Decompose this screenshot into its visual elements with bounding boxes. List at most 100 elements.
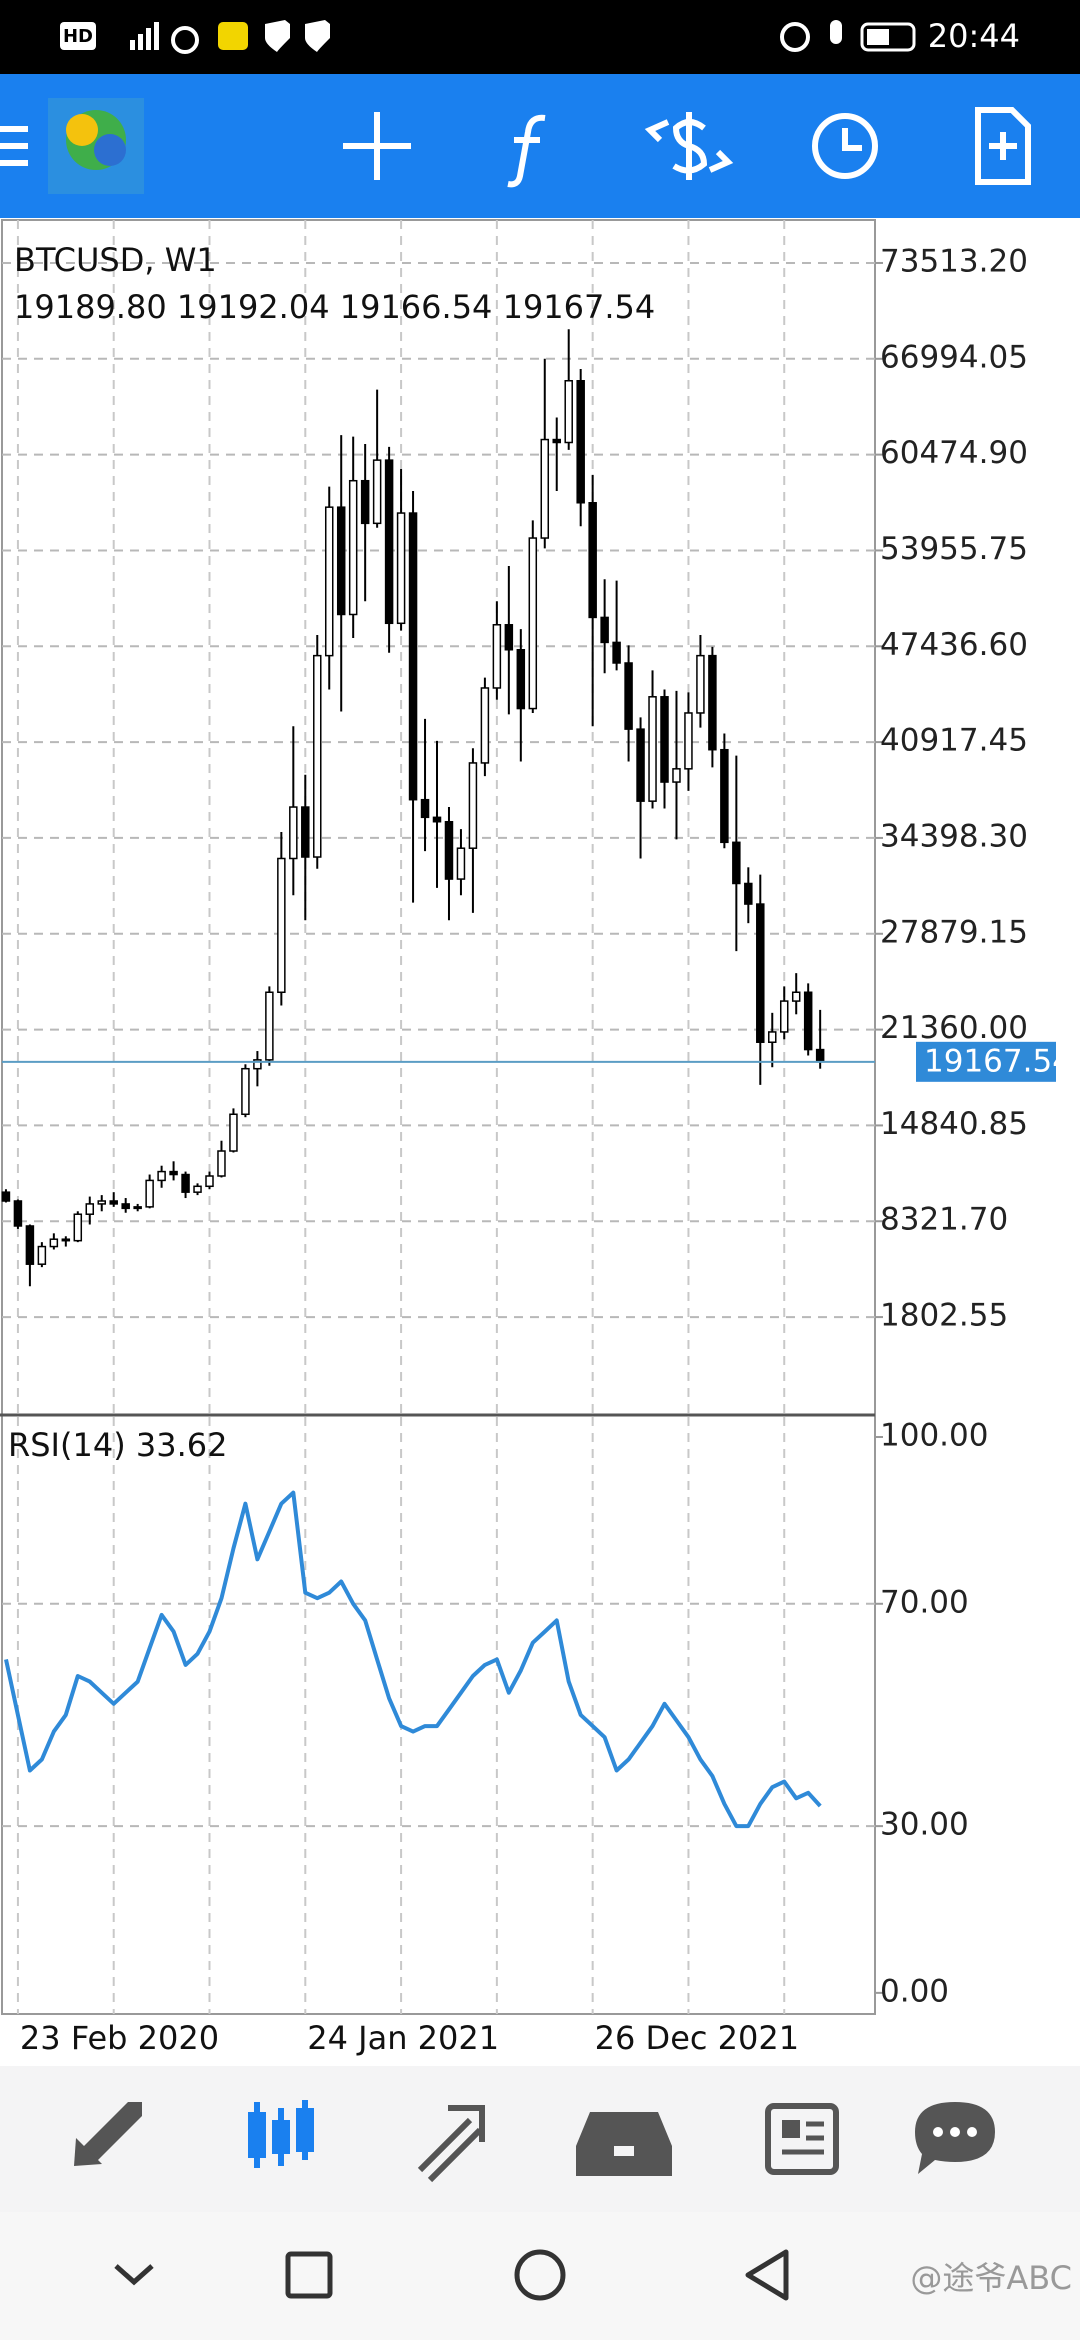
candle-body	[229, 1113, 238, 1152]
candle-body	[396, 512, 406, 625]
candle-body	[815, 1048, 825, 1063]
crosshair-button[interactable]	[343, 112, 411, 180]
y-tick-label: 0.00	[880, 1973, 949, 2009]
news-tab[interactable]	[765, 2103, 839, 2175]
candle-body	[648, 696, 657, 802]
candle-body	[779, 1000, 789, 1033]
network-label: HD	[63, 26, 93, 47]
candle-body	[313, 654, 322, 858]
candle-body	[277, 857, 286, 994]
candle-body	[552, 438, 561, 444]
candle-body	[480, 687, 490, 764]
app-logo[interactable]	[48, 98, 144, 194]
candle-body	[13, 1200, 23, 1227]
candle-body	[324, 506, 334, 657]
nav-home[interactable]	[514, 2249, 566, 2301]
mic-icon	[830, 20, 842, 44]
candle-body	[265, 991, 274, 1061]
candle-body	[121, 1203, 130, 1210]
candle-body	[660, 696, 669, 783]
chart-title: BTCUSD, W1	[14, 241, 217, 279]
chat-tab[interactable]	[915, 2102, 995, 2174]
candle-body	[708, 654, 717, 751]
candle-body	[744, 882, 753, 905]
app-icon	[218, 22, 248, 50]
x-tick-label: 26 Dec 2021	[595, 2019, 799, 2057]
y-tick-label: 53955.75	[880, 531, 1028, 567]
period-button[interactable]	[812, 113, 878, 179]
candle-body	[696, 654, 705, 714]
shield-icon	[265, 20, 290, 52]
candle-body	[253, 1059, 262, 1070]
candle-body	[289, 806, 298, 860]
candle-body	[516, 649, 526, 710]
y-tick-label: 1802.55	[880, 1298, 1008, 1334]
y-tick-label: 60474.90	[880, 435, 1028, 471]
candle-body	[49, 1238, 59, 1248]
candle-body	[636, 728, 645, 802]
candle-body	[97, 1200, 106, 1205]
hotspot-icon	[171, 26, 199, 54]
y-tick-label: 47436.60	[880, 627, 1028, 663]
alarm-icon	[780, 22, 810, 52]
nav-back[interactable]	[745, 2249, 789, 2301]
candle-body	[169, 1170, 178, 1176]
candle-body	[803, 991, 813, 1051]
y-tick-label: 21360.00	[880, 1010, 1028, 1046]
y-tick-label: 66994.05	[880, 339, 1028, 375]
candle-body	[73, 1213, 83, 1242]
indicator-title: RSI(14) 33.62	[8, 1426, 227, 1464]
menu-button[interactable]	[0, 126, 28, 166]
nav-down[interactable]	[114, 2264, 154, 2286]
bottom-nav	[0, 2066, 1080, 2212]
y-tick-label: 14840.85	[880, 1106, 1028, 1142]
trade-button[interactable]	[644, 112, 734, 180]
candle-body	[456, 847, 466, 880]
y-tick-label: 73513.20	[880, 243, 1028, 279]
candle-body	[109, 1200, 118, 1205]
quotes-tab[interactable]	[74, 2102, 142, 2166]
y-tick-label: 40917.45	[880, 723, 1028, 759]
candle-body	[85, 1203, 95, 1215]
candle-body	[181, 1173, 190, 1193]
candle-body	[336, 506, 346, 616]
battery-icon	[860, 22, 916, 52]
candle-body	[217, 1150, 226, 1177]
shield-icon	[305, 20, 330, 52]
rsi-line	[4, 1490, 822, 1829]
candle-body	[372, 459, 382, 525]
trade-tab[interactable]	[417, 2105, 485, 2183]
template-button[interactable]	[975, 107, 1031, 185]
current-price-label: 19167.54	[924, 1043, 1072, 1079]
candle-body	[37, 1245, 47, 1265]
hd-badge	[60, 22, 96, 50]
candle-body	[384, 459, 394, 625]
indicators-button[interactable]	[507, 114, 546, 188]
current-price-box	[916, 1041, 1056, 1082]
y-tick-label: 70.00	[880, 1584, 969, 1620]
candle-body	[348, 479, 358, 616]
candle-body	[157, 1170, 166, 1182]
chart-area: 73513.20 66994.05 60474.90 53955.75 47436.60…	[0, 219, 1072, 2057]
candle-body	[624, 662, 633, 730]
status-time: 20:44	[928, 17, 1020, 55]
candle-body	[528, 537, 538, 710]
candle-body	[672, 768, 681, 783]
candle-body	[732, 841, 741, 885]
chart-tab[interactable]	[248, 2100, 314, 2168]
nav-recents[interactable]	[285, 2251, 333, 2299]
candle-body	[360, 479, 370, 525]
candle-body	[420, 798, 430, 819]
signal-icon	[130, 22, 159, 50]
candle-body	[504, 624, 514, 651]
candle-body	[61, 1238, 71, 1242]
candle-body	[193, 1185, 202, 1193]
history-tab[interactable]	[576, 2112, 672, 2176]
candle-body	[791, 991, 801, 1002]
candle-body	[25, 1225, 35, 1265]
candle-body	[684, 712, 693, 770]
candle-body	[564, 380, 573, 444]
